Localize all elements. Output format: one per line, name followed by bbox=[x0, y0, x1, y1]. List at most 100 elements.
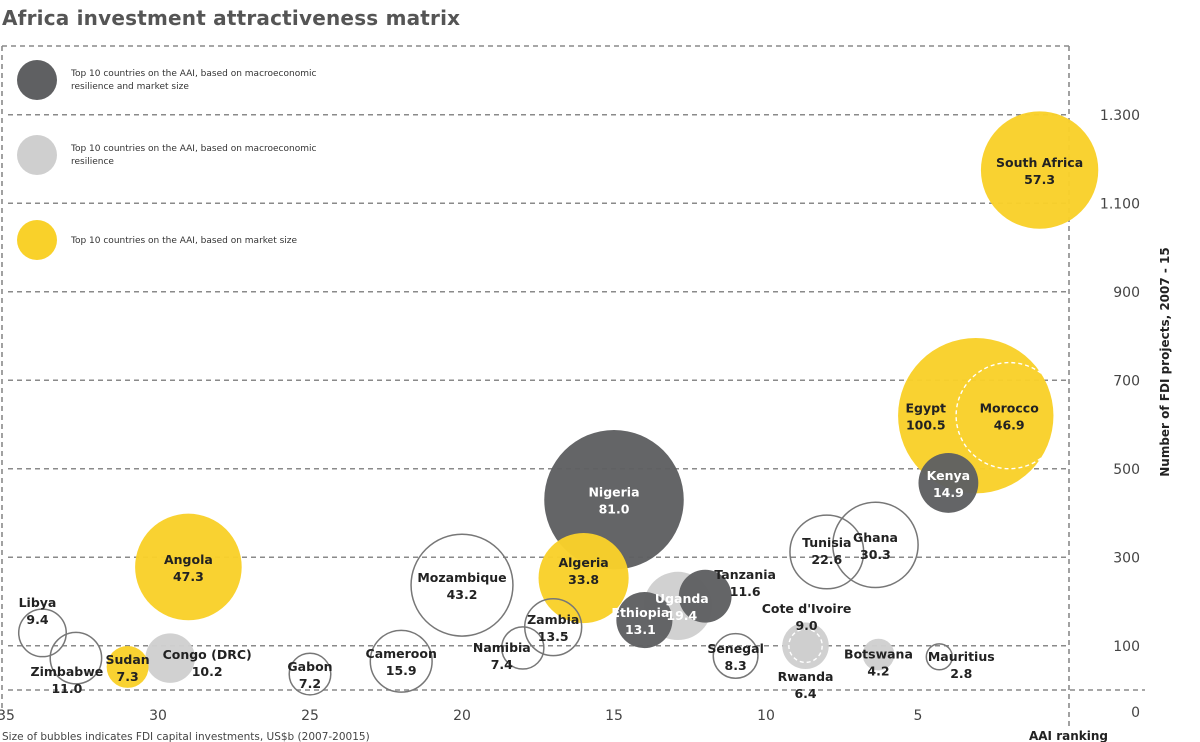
bubble-label-country: Botswana bbox=[844, 647, 913, 662]
footnote: Size of bubbles indicates FDI capital in… bbox=[2, 731, 370, 742]
bubble-label-value: 13.5 bbox=[538, 629, 569, 644]
grid-layer: 0 100 300 500 700 900 1.100 1.300 35 30 25 20 15 10 5 bbox=[0, 45, 1145, 726]
x-tick-label: 15 bbox=[605, 708, 623, 724]
bubble-label-value: 7.3 bbox=[117, 669, 139, 684]
bubble-label-country: Morocco bbox=[980, 401, 1040, 416]
bubble-congo-drc bbox=[145, 633, 195, 683]
bubble-angola bbox=[135, 513, 242, 621]
bubble-label-country: Mozambique bbox=[417, 570, 506, 585]
bubble-label-country: Cote d'Ivoire bbox=[762, 601, 852, 616]
bubble-label-country: Nigeria bbox=[588, 485, 639, 500]
bubble-label-value: 11.0 bbox=[51, 681, 82, 696]
x-tick-label: 30 bbox=[149, 708, 167, 724]
legend-label-line2: resilience and market size bbox=[71, 82, 189, 92]
bubble-morocco bbox=[955, 361, 1063, 470]
bubble-senegal bbox=[712, 632, 759, 680]
bubble-label-country: Ethiopia bbox=[611, 605, 669, 620]
y-tick-label: 300 bbox=[1113, 550, 1140, 566]
x-tick-label: 25 bbox=[301, 708, 319, 724]
bubble-kenya bbox=[918, 452, 979, 513]
bubble-label-value: 6.4 bbox=[794, 686, 816, 701]
bubble-botswana bbox=[862, 638, 895, 671]
legend-item-resilience: Top 10 countries on the AAI, based on ma… bbox=[17, 135, 316, 175]
bubble-label-country: Kenya bbox=[927, 468, 970, 483]
bubble-mozambique bbox=[410, 533, 514, 637]
chart-title: Africa investment attractiveness matrix bbox=[2, 6, 461, 30]
bubble-label-country: Tunisia bbox=[802, 535, 851, 550]
bubble-zimbabwe bbox=[49, 631, 103, 685]
bubble-namibia bbox=[500, 626, 545, 670]
bubble-ethiopia bbox=[616, 592, 673, 649]
x-tick-label: 10 bbox=[757, 708, 775, 724]
x-tick-label: 20 bbox=[453, 708, 471, 724]
x-tick-label: 5 bbox=[914, 708, 923, 724]
x-tick-label: 35 bbox=[0, 708, 15, 724]
bubble-label-value: 7.4 bbox=[491, 657, 513, 672]
y-tick-label: 1.100 bbox=[1100, 196, 1140, 212]
bubble-label-country: Namibia bbox=[473, 640, 531, 655]
bubble-label-country: Senegal bbox=[707, 641, 764, 656]
bubble-label-country: South Africa bbox=[996, 155, 1083, 170]
x-axis-title: AAI ranking bbox=[1029, 729, 1108, 742]
y-tick-label: 900 bbox=[1113, 285, 1140, 301]
bubble-cameroon bbox=[369, 629, 433, 693]
bubble-label-country: Libya bbox=[19, 595, 57, 610]
bubble-label-country: Egypt bbox=[905, 401, 946, 416]
bubble-label-value: 2.8 bbox=[950, 666, 972, 681]
bubble-label-value: 4.2 bbox=[867, 664, 889, 679]
legend-swatch bbox=[17, 220, 57, 260]
bubble-label-value: 57.3 bbox=[1024, 172, 1055, 187]
y-tick-label: 1.300 bbox=[1100, 108, 1140, 124]
legend-item-both: Top 10 countries on the AAI, based on ma… bbox=[17, 60, 316, 100]
legend-label: Top 10 countries on the AAI, based on ma… bbox=[70, 144, 316, 154]
legend-label-line2: resilience bbox=[71, 157, 114, 167]
y-tick-label: 100 bbox=[1113, 639, 1140, 655]
bubble-label-value: 10.2 bbox=[192, 664, 223, 679]
bubble-egypt bbox=[898, 337, 1054, 494]
bubble-rwanda bbox=[788, 628, 823, 664]
bubble-label-value: 46.9 bbox=[994, 418, 1025, 433]
bubble-label-value: 22.6 bbox=[811, 552, 842, 567]
bubble-label-value: 8.3 bbox=[725, 658, 747, 673]
bubble-label-country: Sudan bbox=[106, 652, 150, 667]
bubble-algeria bbox=[538, 532, 629, 624]
bubble-label-country: Algeria bbox=[558, 555, 608, 570]
bubble-sudan bbox=[106, 646, 149, 688]
bubble-label-country: Rwanda bbox=[778, 669, 834, 684]
bubble-label-value: 47.3 bbox=[173, 569, 204, 584]
bubble-label-value: 13.1 bbox=[625, 622, 656, 637]
legend-swatch bbox=[17, 60, 57, 100]
y-tick-label: 700 bbox=[1113, 373, 1140, 389]
bubble-label-country: Mauritius bbox=[928, 649, 995, 664]
legend-label: Top 10 countries on the AAI, based on ma… bbox=[70, 69, 316, 79]
bubble-label-value: 14.9 bbox=[933, 485, 964, 500]
bubble-tunisia bbox=[789, 514, 865, 590]
bubble-label-value: 15.9 bbox=[386, 663, 417, 678]
bubble-label-value: 100.5 bbox=[906, 418, 946, 433]
bubble-label-country: Gabon bbox=[287, 659, 332, 674]
bubble-label-country: Uganda bbox=[655, 591, 709, 606]
bubble-ghana bbox=[832, 501, 919, 589]
bubble-label-value: 9.4 bbox=[26, 612, 48, 627]
bubble-label-value: 43.2 bbox=[447, 587, 478, 602]
bubble-label-value: 33.8 bbox=[568, 572, 599, 587]
bubble-label-value: 9.0 bbox=[795, 618, 817, 633]
bubble-gabon bbox=[288, 652, 332, 696]
y-tick-label: 0 bbox=[1131, 705, 1140, 721]
legend: Top 10 countries on the AAI, based on ma… bbox=[17, 60, 316, 260]
y-tick-label: 500 bbox=[1113, 462, 1140, 478]
bubble-mauritius bbox=[925, 643, 953, 671]
bubble-label-country: Tanzania bbox=[714, 567, 776, 582]
bubble-libya bbox=[17, 608, 67, 658]
bubble-tanzania bbox=[678, 569, 732, 623]
bubble-label-country: Zambia bbox=[527, 612, 579, 627]
bubble-layer bbox=[17, 111, 1099, 696]
legend-label: Top 10 countries on the AAI, based on ma… bbox=[70, 236, 297, 246]
bubble-label-country: Ghana bbox=[853, 530, 898, 545]
label-layer: Egypt 100.5 Nigeria 81.0 South Africa 57.3 Ang… bbox=[19, 155, 1084, 701]
bubble-label-country: Congo (DRC) bbox=[163, 647, 252, 662]
bubble-label-value: 7.2 bbox=[299, 676, 321, 691]
legend-item-market: Top 10 countries on the AAI, based on ma… bbox=[17, 220, 297, 260]
bubble-label-country: Zimbabwe bbox=[31, 664, 104, 679]
